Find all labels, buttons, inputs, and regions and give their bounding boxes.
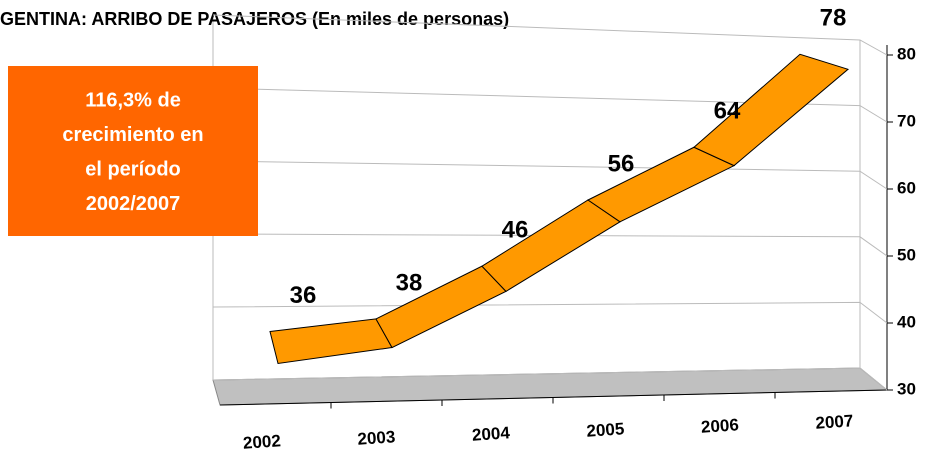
y-tick-label: 50 <box>897 245 916 264</box>
data-label: 64 <box>714 98 741 125</box>
annotation-line: 2002/2007 <box>86 193 181 215</box>
x-tick-label: 2003 <box>357 427 396 449</box>
x-tick-label: 2004 <box>471 423 511 445</box>
y-tick-label: 70 <box>897 111 916 130</box>
data-label: 46 <box>502 217 529 244</box>
ribbon <box>269 53 850 365</box>
x-tick-label: 2005 <box>586 419 625 441</box>
grid-line <box>212 160 888 190</box>
data-label: 78 <box>820 5 847 32</box>
data-label: 36 <box>290 282 317 309</box>
annotation-line: el período <box>85 158 181 180</box>
ribbon-segment <box>481 199 621 293</box>
y-tick-label: 60 <box>897 178 916 197</box>
grid <box>212 14 888 391</box>
y-tick-label: 30 <box>897 379 916 398</box>
ribbon-segment <box>269 318 393 365</box>
annotation-line: crecimiento en <box>62 124 203 146</box>
grid-line <box>212 87 888 123</box>
chart-title: GENTINA: ARRIBO DE PASAJEROS (En miles d… <box>0 9 509 29</box>
data-label: 38 <box>396 269 423 296</box>
grid-line <box>212 233 888 257</box>
annotation-box <box>8 66 258 236</box>
ribbon-segment <box>693 53 850 167</box>
data-label: 56 <box>608 150 635 177</box>
grid-line <box>212 14 888 56</box>
y-tick-label: 80 <box>897 44 916 63</box>
y-tick-label: 40 <box>897 312 916 331</box>
x-axis <box>219 389 888 406</box>
grid-line <box>212 367 888 391</box>
x-tick-label: 2006 <box>700 415 739 437</box>
x-tick-label: 2002 <box>242 431 281 453</box>
annotation-line: 116,3% de <box>85 89 181 111</box>
x-tick-label: 2007 <box>815 411 854 433</box>
